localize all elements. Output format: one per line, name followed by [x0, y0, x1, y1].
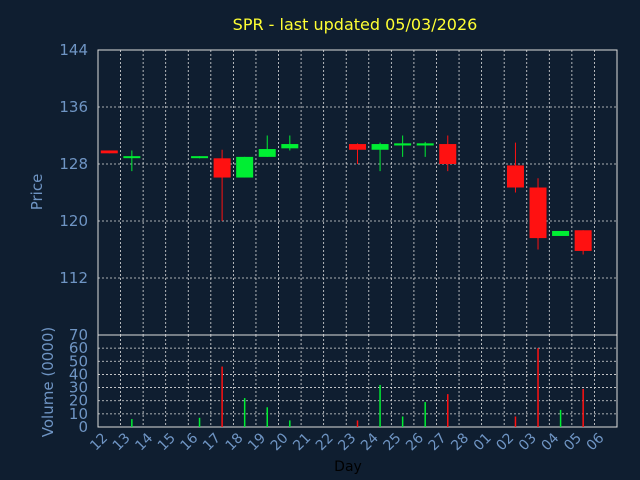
- candle-body: [552, 230, 570, 236]
- price-axis-label: Price: [28, 174, 46, 211]
- x-tick-label-22: 22: [313, 430, 337, 454]
- volume-bar-04: [559, 409, 562, 427]
- candle-body: [123, 156, 141, 159]
- candle-body: [394, 143, 412, 146]
- x-tick-label-26: 26: [403, 430, 427, 454]
- volume-bar-20: [289, 420, 291, 427]
- candle-body: [191, 156, 209, 159]
- x-tick-label-17: 17: [200, 430, 224, 454]
- volume-tick-label: 40: [69, 365, 88, 383]
- x-tick-label-12: 12: [87, 430, 111, 454]
- candle-body: [574, 230, 592, 251]
- volume-bar-19: [266, 407, 268, 427]
- x-tick-label-02: 02: [493, 430, 517, 454]
- candle-04: [552, 230, 570, 236]
- candle-body: [439, 144, 457, 164]
- volume-bar-16: [198, 417, 201, 427]
- candle-body: [258, 149, 276, 157]
- x-tick-label-16: 16: [177, 430, 201, 454]
- candle-19: [258, 135, 276, 157]
- volume-tick-label: 70: [69, 326, 88, 344]
- candle-24: [371, 142, 389, 172]
- candle-23: [349, 143, 366, 164]
- candle-body: [529, 187, 547, 239]
- x-tick-label-01: 01: [471, 430, 495, 454]
- volume-bar-23: [356, 420, 359, 427]
- candle-13: [123, 150, 141, 172]
- price-panel: 112 120 128 136 144: [59, 41, 618, 336]
- volume-bar-05: [582, 388, 584, 427]
- price-tick-label: 144: [59, 41, 88, 59]
- price-tick-label: 136: [59, 98, 88, 116]
- candle-17: [213, 149, 231, 221]
- volume-bar-13: [131, 419, 133, 427]
- x-tick-label-06: 06: [584, 430, 608, 454]
- volume-tick-label: 50: [69, 352, 88, 370]
- x-tick-label-21: 21: [290, 430, 314, 454]
- x-tick-label-19: 19: [245, 430, 269, 454]
- volume-panel-frame: [97, 334, 618, 428]
- volume-tick-label: 0: [78, 418, 88, 436]
- x-tick-label-05: 05: [561, 430, 585, 454]
- x-tick-label-14: 14: [132, 430, 156, 454]
- x-tick-label-18: 18: [223, 430, 247, 454]
- candle-body: [371, 144, 389, 150]
- x-tick-label-13: 13: [110, 430, 134, 454]
- volume-panel: 0102030405060701213141516171819202122232…: [69, 326, 618, 454]
- candle-body: [213, 158, 231, 178]
- candle-16: [191, 156, 209, 159]
- volume-tick-label: 10: [69, 405, 88, 423]
- candle-27: [439, 135, 457, 172]
- x-tick-label-04: 04: [539, 430, 563, 454]
- volume-bar-26: [424, 402, 426, 427]
- price-tick-label: 128: [59, 155, 88, 173]
- candle-body: [416, 143, 434, 146]
- price-tick-label: 120: [59, 212, 88, 230]
- candle-12: [100, 150, 118, 154]
- candle-05: [574, 230, 592, 255]
- x-tick-label-24: 24: [358, 430, 382, 454]
- volume-tick-label: 60: [69, 339, 88, 357]
- candle-18: [236, 156, 254, 178]
- candle-body: [281, 144, 299, 149]
- candle-20: [281, 135, 299, 151]
- volume-bar-02: [514, 416, 517, 427]
- volume-bar-03: [537, 348, 539, 427]
- volume-bar-17: [221, 366, 223, 427]
- volume-axis-label: Volume (0000): [39, 327, 57, 437]
- volume-bar-24: [379, 384, 381, 427]
- x-tick-label-15: 15: [155, 430, 179, 454]
- x-tick-label-27: 27: [426, 430, 450, 454]
- x-tick-label-23: 23: [335, 430, 359, 454]
- candle-body: [506, 165, 524, 188]
- candle-body: [236, 156, 254, 178]
- volume-bar-27: [447, 394, 449, 427]
- x-axis-label: Day: [334, 459, 362, 475]
- x-tick-label-03: 03: [516, 430, 540, 454]
- candle-body: [349, 144, 366, 150]
- volume-bar-18: [243, 398, 246, 427]
- candle-body: [100, 150, 118, 154]
- x-tick-label-28: 28: [448, 430, 472, 454]
- x-tick-label-25: 25: [381, 430, 405, 454]
- candle-26: [416, 141, 434, 157]
- candle-25: [394, 135, 412, 157]
- candle-02: [506, 142, 524, 193]
- volume-bar-25: [401, 416, 404, 427]
- candle-03: [529, 178, 547, 250]
- chart-title: SPR - last updated 05/03/2026: [233, 15, 478, 34]
- price-tick-label: 112: [59, 269, 88, 287]
- volume-tick-label: 20: [69, 392, 88, 410]
- x-tick-label-20: 20: [268, 430, 292, 454]
- volume-tick-label: 30: [69, 379, 88, 397]
